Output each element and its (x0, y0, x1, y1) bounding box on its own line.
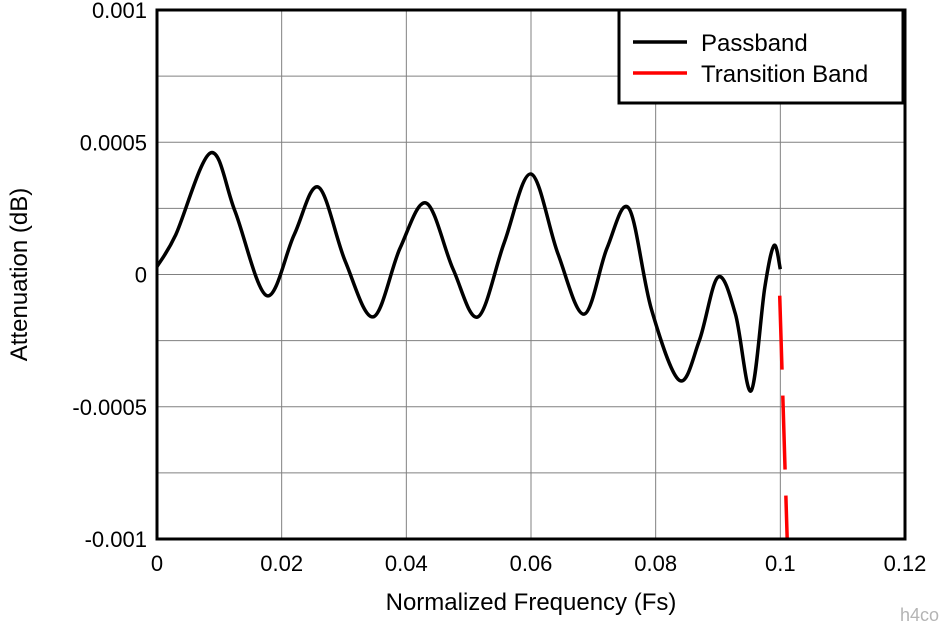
y-tick-label: 0.001 (92, 0, 147, 23)
x-tick-label: 0.02 (260, 551, 303, 576)
y-axis-title: Attenuation (dB) (6, 188, 33, 361)
y-tick-label: -0.001 (85, 527, 147, 552)
x-tick-label: 0.08 (634, 551, 677, 576)
legend-label-passband: Passband (701, 30, 808, 57)
plot-frame (155, 8, 907, 541)
series-layer (155, 151, 789, 540)
y-tick-label: 0 (135, 263, 147, 288)
legend-label-transition-band: Transition Band (701, 61, 868, 88)
y-tick-label: 0.0005 (80, 130, 147, 155)
series-line-passband (155, 151, 783, 393)
y-tick-label: -0.0005 (72, 395, 147, 420)
legend-box (617, 8, 905, 105)
x-tick-labels: 0 0.02 0.04 0.06 0.08 0.1 0.12 (151, 551, 927, 576)
y-tick-labels: -0.001 -0.0005 0 0.0005 0.001 (72, 0, 147, 552)
x-tick-label: 0.1 (765, 551, 796, 576)
x-tick-label: 0.12 (884, 551, 927, 576)
watermark-text: h4co (900, 605, 939, 622)
series-line-transition-band (777, 295, 789, 540)
x-tick-label: 0.06 (510, 551, 553, 576)
x-axis-title: Normalized Frequency (Fs) (386, 589, 677, 616)
legend: Passband Transition Band (617, 8, 905, 105)
x-tick-label: 0 (151, 551, 163, 576)
x-tick-label: 0.04 (385, 551, 428, 576)
